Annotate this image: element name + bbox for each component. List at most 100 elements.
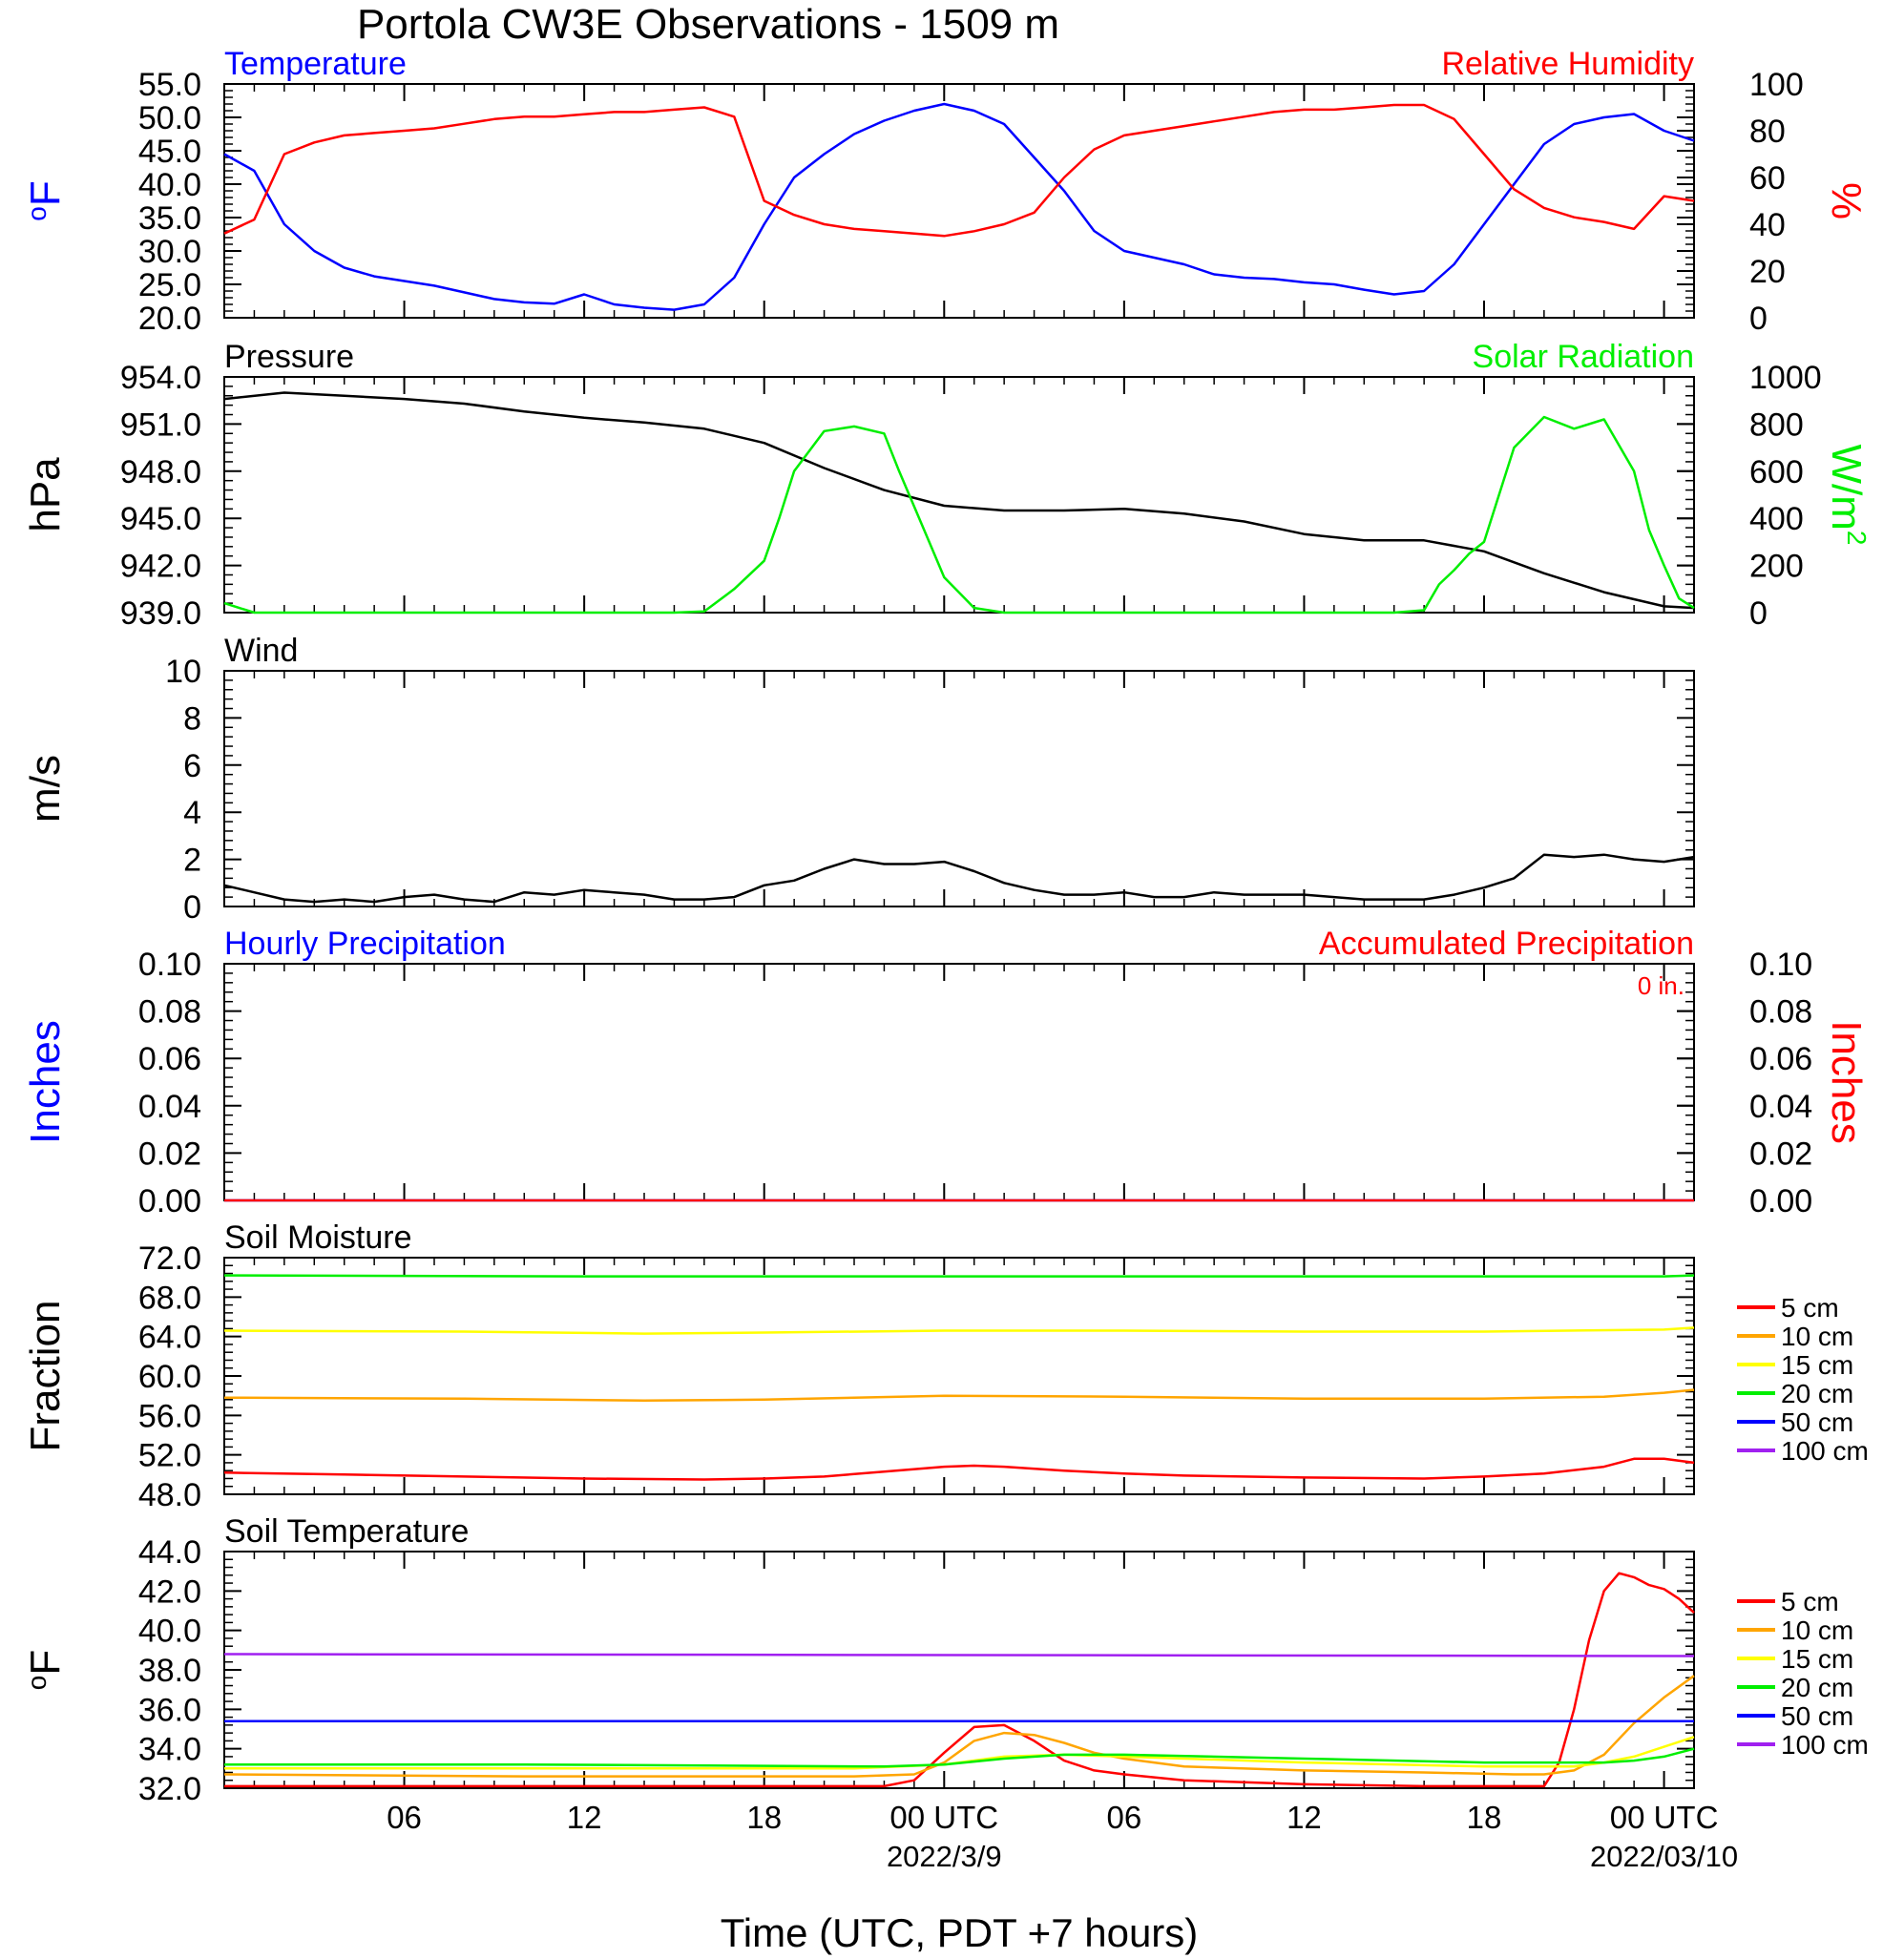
y-tick-label-left: 45.0 [138, 134, 201, 170]
y-tick-label-right: 80 [1749, 114, 1786, 150]
y-tick-label-left: 951.0 [120, 406, 201, 443]
unit-text: F [22, 180, 69, 206]
y-tick-label-right: 20 [1749, 254, 1786, 290]
y-tick-label-right: 0.00 [1749, 1183, 1812, 1219]
y-tick-label-left: 35.0 [138, 200, 201, 237]
y-tick-label-left: 40.0 [138, 167, 201, 203]
y-tick-label-left: 36.0 [138, 1692, 201, 1728]
y-tick-label-left: 0.08 [138, 994, 201, 1031]
legend-label: 10 cm [1781, 1615, 1853, 1645]
figure-title: Portola CW3E Observations - 1509 m [357, 1, 1059, 48]
y-tick-label-right: 40 [1749, 207, 1786, 243]
panel-title-right: Accumulated Precipitation [1319, 926, 1694, 962]
accumulation-annotation: 0 in. [1638, 971, 1684, 1000]
series-line-100-cm [223, 1653, 1695, 1657]
degree-superscript: o [22, 206, 52, 221]
y-tick-label-left: 52.0 [138, 1438, 201, 1474]
legend-label: 20 cm [1781, 1379, 1853, 1408]
y-tick-label-right: 200 [1749, 549, 1804, 585]
y-tick-label-left: 56.0 [138, 1398, 201, 1434]
legend-label: 50 cm [1781, 1407, 1853, 1437]
legend-label: 20 cm [1781, 1673, 1853, 1702]
y-tick-label-right: 800 [1749, 406, 1804, 443]
legend-label: 100 cm [1781, 1436, 1869, 1466]
y-axis-label-left: Inches [22, 1020, 69, 1144]
legend-label: 5 cm [1781, 1293, 1839, 1323]
y-tick-label-right: 0.06 [1749, 1041, 1812, 1077]
y-tick-label-right: 60 [1749, 160, 1786, 197]
x-tick-label: 18 [746, 1800, 782, 1835]
y-tick-label-left: 0 [183, 889, 201, 926]
y-tick-label-left: 40.0 [138, 1614, 201, 1650]
panel-soil_temperature: 32.034.0 36.038.040.0 42.044.0 Soil Tempera… [22, 1513, 1869, 1873]
y-tick-label-left: 55.0 [138, 67, 201, 103]
y-tick-label-left: 945.0 [120, 501, 201, 537]
series-line-10-cm [223, 1675, 1695, 1778]
series-line-15-cm [224, 1736, 1695, 1770]
y-tick-label-right: 0 [1749, 301, 1768, 337]
x-tick-label: 12 [567, 1800, 602, 1835]
y-tick-label-left: 44.0 [138, 1534, 201, 1571]
series-line-relative-humidity [223, 103, 1695, 238]
x-tick-label: 00 UTC [1610, 1800, 1719, 1835]
x-tick-date-label: 2022/03/10 [1590, 1840, 1738, 1873]
y-axis-label-left: oF [22, 1650, 69, 1690]
panel-wind: 0 2 4 6 8 10 Wind m/s [22, 633, 1695, 926]
y-axis-label-left: oF [22, 180, 69, 220]
panel-title-right: Solar Radiation [1473, 339, 1694, 375]
legend-label: 15 cm [1781, 1350, 1853, 1380]
legend-label: 10 cm [1781, 1322, 1853, 1351]
legend-label: 5 cm [1781, 1587, 1839, 1616]
y-tick-label-right: 0.02 [1749, 1136, 1812, 1172]
series-line-solar-radiation [223, 415, 1695, 615]
y-tick-label-left: 939.0 [120, 595, 201, 632]
y-axis-label-right: Inches [1823, 1020, 1870, 1144]
y-axis-label-right: W/m2 [1823, 445, 1872, 546]
y-tick-label-left: 8 [183, 700, 201, 737]
y-tick-label-left: 6 [183, 748, 201, 784]
y-tick-label-left: 42.0 [138, 1573, 201, 1610]
y-tick-label-left: 2 [183, 843, 201, 879]
y-tick-label-left: 10 [165, 654, 201, 690]
y-tick-label-right: 0.10 [1749, 947, 1812, 983]
y-tick-label-left: 4 [183, 795, 201, 831]
y-axis-label-left: hPa [22, 457, 69, 532]
y-tick-label-right: 400 [1749, 501, 1804, 537]
y-tick-label-left: 0.00 [138, 1183, 201, 1219]
y-tick-label-left: 38.0 [138, 1653, 201, 1689]
y-tick-label-left: 50.0 [138, 100, 201, 136]
y-tick-label-left: 48.0 [138, 1477, 201, 1513]
panels-group: 20.025.030.035.040.045.050.055.002040608… [22, 46, 1872, 1873]
panel-title-left: Pressure [224, 339, 354, 375]
x-tick-label: 00 UTC [889, 1800, 998, 1835]
y-tick-label-left: 0.04 [138, 1089, 201, 1125]
y-tick-label-right: 0 [1749, 595, 1768, 632]
y-tick-label-right: 600 [1749, 454, 1804, 490]
x-tick-label: 06 [1106, 1800, 1141, 1835]
panel-title-left: Hourly Precipitation [224, 926, 506, 962]
unit-superscript: 2 [1842, 531, 1872, 546]
series-line-20-cm [223, 1274, 1695, 1278]
panel-soil_moisture: 48.052.0 56.060.064.0 68.072.0 Soil Moistur… [22, 1219, 1869, 1513]
y-axis-label-right: % [1823, 182, 1870, 219]
y-tick-label-left: 948.0 [120, 454, 201, 490]
y-tick-label-left: 60.0 [138, 1359, 201, 1395]
y-tick-label-left: 0.10 [138, 947, 201, 983]
panel-temperature_humidity: 20.025.030.035.040.045.050.055.0 0 20 40 60 8… [22, 46, 1870, 337]
unit-text: F [22, 1650, 69, 1676]
legend-label: 15 cm [1781, 1644, 1853, 1674]
panel-title-left: Wind [224, 633, 298, 669]
series-line-15-cm [223, 1326, 1695, 1335]
y-tick-label-left: 72.0 [138, 1240, 201, 1277]
y-tick-label-left: 942.0 [120, 549, 201, 585]
panel-title-left: Soil Temperature [224, 1513, 469, 1550]
y-tick-label-right: 1000 [1749, 360, 1822, 396]
panel-precipitation: 0.00 0.02 0.04 0.06 0.08 0.10 0.00 0.02 0.04 0.06… [22, 926, 1870, 1219]
panel-pressure_solar: 939.0 942.0 945.0 948.0 951.0 954.0 0 200 400 600… [22, 339, 1872, 632]
series-line-wind [223, 853, 1695, 904]
x-tick-label: 18 [1467, 1800, 1502, 1835]
legend-label: 50 cm [1781, 1701, 1853, 1731]
y-tick-label-left: 64.0 [138, 1320, 201, 1356]
